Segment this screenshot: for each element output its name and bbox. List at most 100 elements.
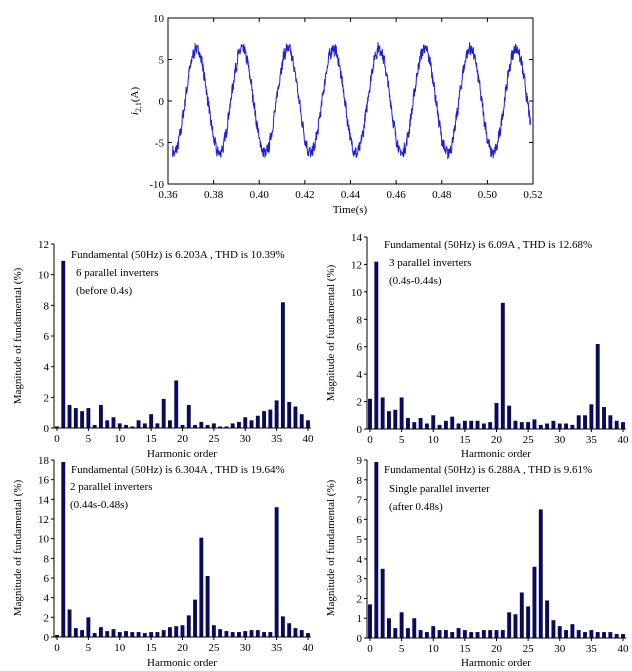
bar-harmonic: [387, 411, 391, 429]
bar-harmonic: [98, 627, 103, 637]
bar-harmonic: [589, 630, 594, 638]
bar-harmonic: [86, 408, 91, 428]
bar-harmonic: [98, 405, 103, 428]
bar-harmonic: [306, 420, 310, 428]
y-tick-label: 14: [351, 232, 363, 244]
y-tick-label: 0: [357, 633, 363, 645]
waveform-x-tick-label: 0.42: [295, 189, 314, 201]
bar-harmonic: [80, 630, 85, 637]
bar-harmonic: [117, 632, 122, 637]
waveform-y-axis-label: i2,1(A): [129, 87, 143, 116]
bar-harmonic: [595, 632, 600, 638]
x-tick-label: 10: [114, 642, 126, 654]
x-tick-label: 20: [177, 642, 189, 654]
bar-harmonic: [595, 343, 600, 429]
bar-harmonic: [469, 632, 474, 638]
x-tick-label: 5: [86, 433, 92, 445]
bar-harmonic: [399, 397, 404, 429]
x-tick-label: 0: [367, 643, 373, 655]
bar-harmonic: [193, 424, 197, 428]
bar-harmonic: [193, 599, 197, 637]
y-tick-label: 4: [44, 362, 50, 374]
spectrum-1-y-axis-label: Magnitude of fundamental (%): [325, 479, 337, 616]
bar-harmonic: [513, 420, 518, 429]
spectrum-2-bars: [55, 461, 310, 637]
bar-harmonic: [526, 606, 531, 638]
bar-harmonic: [614, 634, 619, 638]
bar-harmonic: [437, 630, 442, 638]
bar-harmonic: [211, 625, 216, 637]
bar-harmonic: [456, 628, 461, 638]
bar-harmonic: [280, 302, 285, 428]
bar-harmonic: [488, 630, 493, 638]
spectrum-6-plot: 0 5 10 15 20 25 30 35 40 0 2 4 6 8 10 12 Fundamental (5…: [12, 239, 314, 460]
bar-harmonic: [500, 302, 505, 429]
bar-harmonic: [500, 630, 505, 638]
bar-harmonic: [73, 408, 78, 428]
bar-harmonic: [280, 616, 285, 637]
bar-harmonic: [412, 422, 417, 429]
bar-harmonic: [583, 415, 588, 429]
bar-harmonic: [621, 422, 625, 429]
spectrum-6-annotation-line-2: 6 parallel inverters: [76, 267, 158, 279]
bar-harmonic: [481, 630, 486, 638]
waveform-x-axis-label: Time(s): [333, 204, 368, 216]
bar-harmonic: [557, 423, 562, 429]
bar-harmonic: [130, 632, 135, 637]
bar-harmonic: [230, 423, 235, 428]
x-tick-label: 20: [177, 433, 189, 445]
x-tick-label: 35: [586, 643, 598, 655]
bar-harmonic: [67, 405, 72, 428]
bar-harmonic: [608, 632, 613, 638]
x-tick-label: 10: [114, 433, 126, 445]
spectrum-1-axes: [366, 460, 626, 639]
x-tick-label: 40: [618, 643, 630, 655]
y-tick-label: 8: [357, 314, 363, 326]
y-tick-label: 10: [38, 534, 50, 546]
y-tick-label: 12: [38, 239, 49, 251]
y-tick-label: 6: [357, 342, 363, 354]
bar-harmonic: [80, 411, 85, 428]
bar-harmonic: [293, 406, 298, 428]
bar-harmonic: [456, 423, 461, 429]
bar-harmonic: [218, 426, 223, 428]
bar-harmonic: [551, 420, 556, 429]
bar-harmonic: [287, 623, 292, 637]
bar-harmonic: [180, 625, 185, 637]
spectrum-3-ticks: 0 5 10 15 20 25 30 35 40 0 2 4 6 8 10 12 14: [351, 232, 629, 446]
waveform-x-tick-label: 0.36: [158, 189, 178, 201]
x-tick-label: 20: [491, 643, 503, 655]
x-tick-label: 40: [618, 434, 630, 446]
spectrum-2-annotation-line-3: (0.44s-0.48s): [70, 499, 128, 511]
x-tick-label: 30: [554, 643, 566, 655]
bar-harmonic: [424, 632, 429, 638]
bar-harmonic: [418, 630, 423, 638]
y-tick-label: 9: [357, 455, 363, 467]
bar-harmonic: [405, 418, 410, 429]
x-tick-label: 35: [586, 434, 598, 446]
bar-harmonic: [73, 628, 78, 637]
bar-harmonic: [519, 592, 524, 638]
bar-harmonic: [443, 630, 448, 638]
y-tick-label: 3: [357, 574, 363, 586]
bar-harmonic: [431, 415, 436, 429]
x-tick-label: 25: [208, 433, 220, 445]
y-tick-label: 12: [351, 259, 362, 271]
x-tick-label: 35: [271, 642, 283, 654]
bar-harmonic: [532, 419, 537, 429]
bar-harmonic: [55, 635, 59, 637]
bar-harmonic: [161, 398, 166, 428]
bar-harmonic: [136, 632, 141, 637]
y-tick-label: 6: [44, 573, 50, 585]
x-tick-label: 5: [86, 642, 92, 654]
y-tick-label: 14: [38, 494, 50, 506]
bar-harmonic: [551, 620, 556, 638]
waveform-x-tick-label: 0.50: [478, 189, 498, 201]
bar-harmonic: [507, 612, 512, 638]
bar-harmonic: [576, 630, 581, 638]
bar-harmonic: [174, 626, 179, 637]
waveform-x-tick-label: 0.38: [204, 189, 224, 201]
y-tick-label: 0: [357, 424, 363, 436]
bar-harmonic: [481, 423, 486, 429]
